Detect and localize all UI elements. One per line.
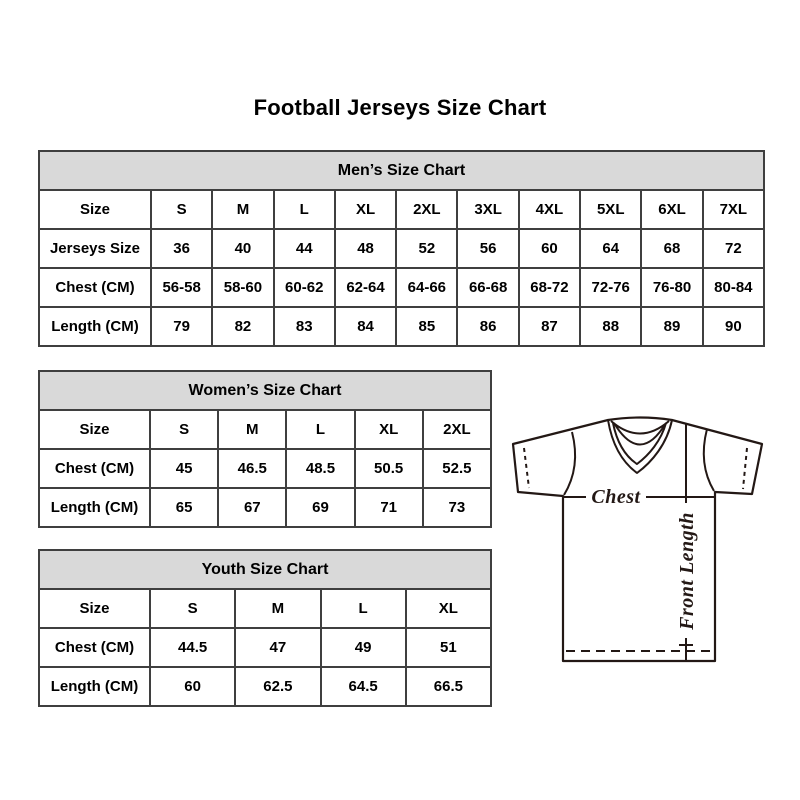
size-value: 44.5 <box>148 627 237 668</box>
size-value: 64 <box>579 228 643 269</box>
size-value: 2XL <box>421 409 493 450</box>
size-value: 7XL <box>701 189 766 230</box>
size-value: S <box>149 189 214 230</box>
size-value: 56-58 <box>149 267 214 308</box>
right-cuff-stitch-line <box>742 447 748 490</box>
size-value: M <box>234 588 322 629</box>
size-value: 40 <box>211 228 275 269</box>
size-value: 4XL <box>517 189 582 230</box>
size-value: 6XL <box>640 189 704 230</box>
size-value: 64.5 <box>319 666 407 707</box>
size-value: 85 <box>395 306 459 347</box>
row-label: Length (CM) <box>38 666 151 707</box>
size-value: XL <box>404 588 493 629</box>
size-value: 86 <box>456 306 520 347</box>
jersey-diagram: Chest Front Length <box>511 416 764 663</box>
size-value: 5XL <box>579 189 643 230</box>
size-value: XL <box>353 409 424 450</box>
size-table: Women’s Size Chart Size S M L XL 2XL Chest (CM)… <box>38 370 493 528</box>
row-label: Size <box>38 409 151 450</box>
collar-back-arcs <box>610 420 670 446</box>
size-value: 52.5 <box>421 448 493 489</box>
left-armhole-seam <box>563 431 577 496</box>
size-value: 72-76 <box>579 267 643 308</box>
size-value: 73 <box>421 487 493 528</box>
size-value: 82 <box>211 306 275 347</box>
size-value: M <box>211 189 275 230</box>
womens-size-chart-table: Women’s Size Chart Size S M L XL 2XL Chest (CM)… <box>38 370 493 528</box>
row-label: Size <box>38 189 152 230</box>
size-value: 36 <box>149 228 214 269</box>
size-value: 66-68 <box>456 267 520 308</box>
size-value: L <box>319 588 407 629</box>
size-value: 60-62 <box>272 267 336 308</box>
size-value: 44 <box>272 228 336 269</box>
size-value: 68 <box>640 228 704 269</box>
size-value: 62.5 <box>234 666 322 707</box>
size-value: 69 <box>285 487 356 528</box>
page-title: Football Jerseys Size Chart <box>253 95 547 120</box>
size-value: 46.5 <box>217 448 288 489</box>
row-label: Jerseys Size <box>38 228 152 269</box>
size-value: 51 <box>404 627 493 668</box>
size-value: L <box>272 189 336 230</box>
size-value: 71 <box>353 487 424 528</box>
size-value: 80-84 <box>701 267 766 308</box>
row-label: Size <box>38 588 151 629</box>
size-value: 50.5 <box>353 448 424 489</box>
row-label: Chest (CM) <box>38 267 152 308</box>
size-value: S <box>148 409 220 450</box>
row-label: Chest (CM) <box>38 448 151 489</box>
size-value: 2XL <box>395 189 459 230</box>
size-value: 56 <box>456 228 520 269</box>
size-value: 72 <box>701 228 766 269</box>
size-value: L <box>285 409 356 450</box>
size-value: 66.5 <box>404 666 493 707</box>
size-value: 60 <box>517 228 582 269</box>
size-value: 68-72 <box>517 267 582 308</box>
size-value: 48 <box>333 228 398 269</box>
right-armhole-seam <box>702 428 715 492</box>
size-value: 60 <box>148 666 237 707</box>
size-value: 65 <box>148 487 220 528</box>
size-value: 49 <box>319 627 407 668</box>
size-value: XL <box>333 189 398 230</box>
size-value: 3XL <box>456 189 520 230</box>
size-value: 48.5 <box>285 448 356 489</box>
size-table: Men’s Size Chart Size S M L XL 2XL 3XL 4XL 5XL 6XL… <box>38 150 766 347</box>
mens-size-chart-table: Men’s Size Chart Size S M L XL 2XL 3XL 4XL 5XL 6XL… <box>38 150 766 347</box>
front-length-label: Front Length <box>676 512 698 631</box>
chest-label: Chest <box>591 486 641 508</box>
row-label: Length (CM) <box>38 306 152 347</box>
size-value: 76-80 <box>640 267 704 308</box>
size-value: 79 <box>149 306 214 347</box>
size-value: 84 <box>333 306 398 347</box>
youth-size-chart-table: Youth Size Chart Size S M L XL Chest (CM) 44.5 4… <box>38 549 493 707</box>
front-length-measure-line <box>679 423 693 661</box>
table-title: Youth Size Chart <box>38 549 492 590</box>
row-label: Chest (CM) <box>38 627 151 668</box>
size-value: M <box>217 409 288 450</box>
size-value: 52 <box>395 228 459 269</box>
size-value: 83 <box>272 306 336 347</box>
size-value: 47 <box>234 627 322 668</box>
size-value: 67 <box>217 487 288 528</box>
table-title: Men’s Size Chart <box>38 150 765 191</box>
size-value: 87 <box>517 306 582 347</box>
size-value: S <box>148 588 237 629</box>
size-value: 45 <box>148 448 220 489</box>
size-value: 90 <box>701 306 766 347</box>
jersey-outline <box>511 416 764 663</box>
size-value: 58-60 <box>211 267 275 308</box>
v-neck-collar <box>607 419 673 474</box>
size-value: 88 <box>579 306 643 347</box>
left-cuff-stitch-line <box>523 447 530 489</box>
row-label: Length (CM) <box>38 487 151 528</box>
size-value: 64-66 <box>395 267 459 308</box>
size-value: 89 <box>640 306 704 347</box>
size-table: Youth Size Chart Size S M L XL Chest (CM) 44.5 4… <box>38 549 493 707</box>
table-title: Women’s Size Chart <box>38 370 492 411</box>
size-value: 62-64 <box>333 267 398 308</box>
